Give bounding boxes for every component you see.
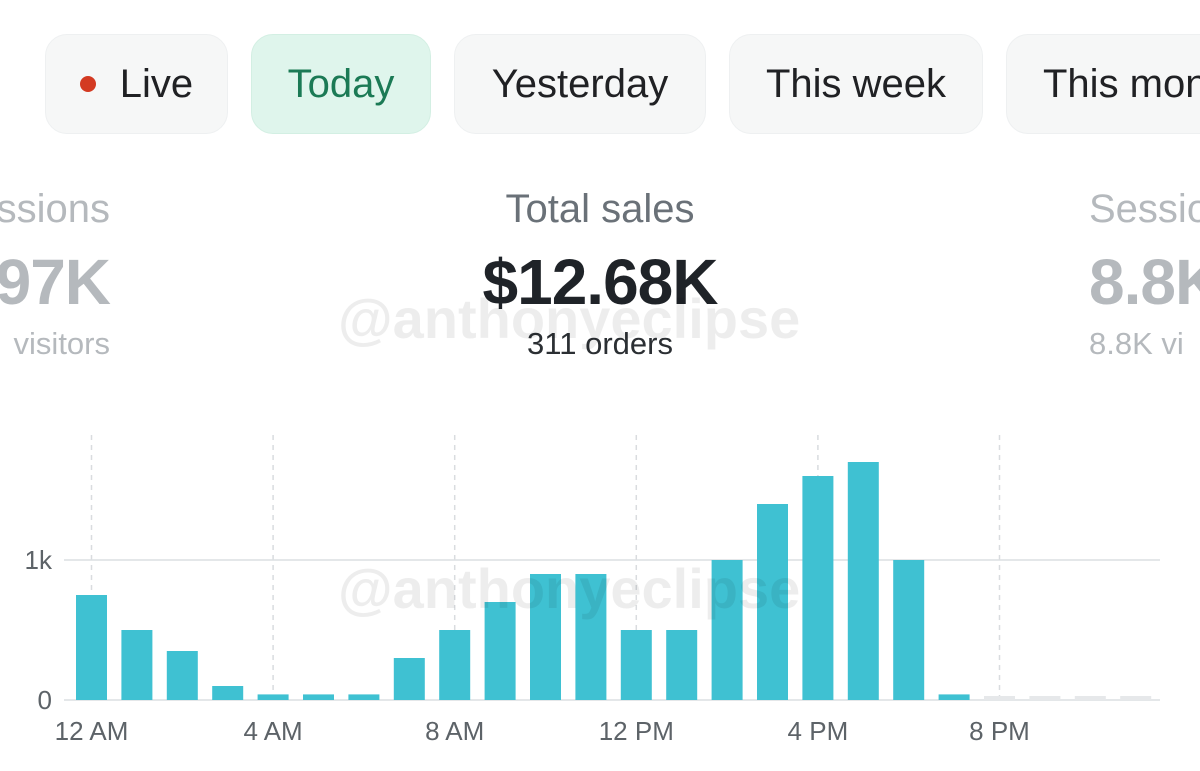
x-tick-label: 4 PM — [788, 716, 849, 746]
bar — [575, 574, 607, 700]
metric-label: Total sales — [505, 187, 695, 231]
sales-bar-chart: 0 1k 12 AM 4 AM 8 AM 12 PM 4 PM 8 PM — [25, 435, 1160, 746]
bar-empty — [1120, 696, 1152, 700]
x-tick-label: 8 PM — [969, 716, 1030, 746]
metric-value: 97K — [0, 246, 111, 318]
bar — [303, 694, 334, 700]
metric-sessions-left[interactable]: ssions 97K visitors — [0, 186, 111, 362]
metric-sub: visitors — [13, 326, 110, 361]
bar — [620, 630, 652, 700]
bar-empty — [1074, 696, 1106, 700]
x-tick-label: 12 AM — [55, 716, 129, 746]
tab-yesterday[interactable]: Yesterday — [454, 34, 706, 134]
live-dot-icon — [79, 76, 96, 92]
bar — [711, 560, 743, 700]
metric-sessions-right[interactable]: Sessio 8.8K 8.8K vi — [1089, 186, 1200, 362]
bar — [348, 694, 380, 700]
bar — [212, 686, 244, 700]
metric-sub: 8.8K vi — [1089, 326, 1184, 361]
bar — [257, 694, 289, 700]
bar — [121, 630, 153, 700]
tab-yesterday-label: Yesterday — [491, 61, 669, 106]
tab-today[interactable]: Today — [251, 34, 431, 134]
bar — [893, 560, 925, 700]
y-tick-label: 1k — [25, 545, 53, 575]
bar — [530, 574, 561, 700]
metric-value: $12.68K — [482, 246, 719, 318]
bar — [166, 651, 198, 700]
metric-label: ssions — [0, 187, 110, 231]
bar — [802, 476, 834, 700]
tab-this-week[interactable]: This week — [729, 34, 983, 134]
x-tick-label: 4 AM — [243, 716, 302, 746]
metric-total-sales[interactable]: Total sales $12.68K 311 orders — [400, 186, 800, 362]
bar — [938, 694, 970, 700]
bar — [757, 504, 788, 700]
tab-this-month-label: This mon — [1043, 61, 1200, 106]
bar — [666, 630, 698, 700]
bar-empty — [984, 696, 1015, 700]
bar — [484, 602, 516, 700]
tab-live-label: Live — [119, 61, 194, 106]
x-tick-label: 8 AM — [425, 716, 484, 746]
metric-value: 8.8K — [1089, 246, 1200, 318]
x-tick-label: 12 PM — [599, 716, 674, 746]
bar — [847, 462, 879, 700]
metric-sub: 311 orders — [527, 326, 673, 361]
y-tick-label: 0 — [38, 685, 52, 715]
bar — [76, 595, 107, 700]
bar-empty — [1029, 696, 1061, 700]
date-range-tabs: Live Today Yesterday This week This mon — [0, 0, 1200, 150]
tab-today-label: Today — [287, 61, 395, 106]
tab-this-week-label: This week — [765, 61, 947, 106]
metric-label: Sessio — [1089, 187, 1200, 231]
tab-this-month[interactable]: This mon — [1006, 34, 1200, 134]
bar — [393, 658, 425, 700]
tab-live[interactable]: Live — [45, 34, 228, 134]
bar — [439, 630, 471, 700]
